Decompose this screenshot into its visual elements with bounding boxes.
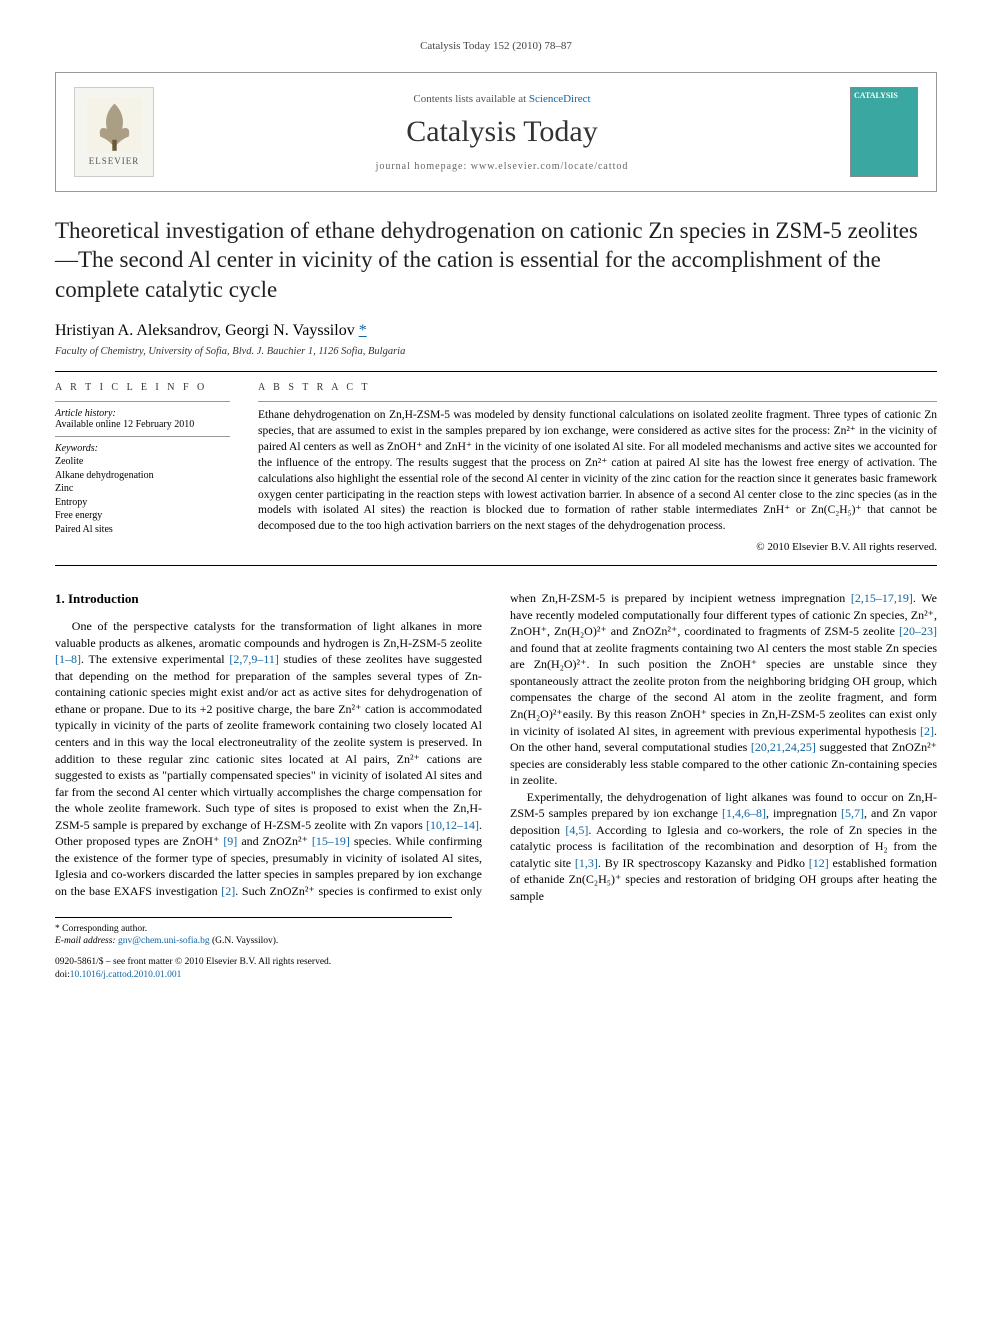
- citation-link[interactable]: [2,15–17,19]: [851, 591, 913, 605]
- corresponding-label: * Corresponding author.: [55, 923, 452, 936]
- article-bottom-meta: 0920-5861/$ – see front matter © 2010 El…: [55, 956, 937, 982]
- elsevier-tree-icon: [87, 98, 142, 153]
- masthead-center: Contents lists available at ScienceDirec…: [172, 93, 832, 172]
- publisher-name: ELSEVIER: [89, 156, 140, 166]
- citation-link[interactable]: [2]: [920, 724, 934, 738]
- citation-link[interactable]: [1–8]: [55, 652, 81, 666]
- homepage-url: www.elsevier.com/locate/cattod: [471, 161, 629, 172]
- body-text: and found that at zeolite fragments cont…: [510, 641, 937, 738]
- publisher-logo: ELSEVIER: [74, 87, 154, 177]
- contents-available-line: Contents lists available at ScienceDirec…: [172, 93, 832, 105]
- homepage-prefix: journal homepage:: [376, 161, 471, 172]
- citation-link[interactable]: [10,12–14]: [426, 818, 479, 832]
- history-label: Article history:: [55, 408, 230, 419]
- rule-bottom: [55, 565, 937, 566]
- keyword: Alkane dehydrogenation: [55, 469, 230, 483]
- abstract-copyright: © 2010 Elsevier B.V. All rights reserved…: [258, 541, 937, 553]
- journal-homepage-line: journal homepage: www.elsevier.com/locat…: [172, 161, 832, 172]
- doi-label: doi:: [55, 970, 70, 980]
- article-title: Theoretical investigation of ethane dehy…: [55, 216, 937, 304]
- cover-label: CATALYSIS: [854, 91, 914, 100]
- article-info-column: A R T I C L E I N F O Article history: A…: [55, 382, 230, 553]
- citation-link[interactable]: [2]: [221, 884, 235, 898]
- issn-copyright-line: 0920-5861/$ – see front matter © 2010 El…: [55, 956, 937, 969]
- sciencedirect-link[interactable]: ScienceDirect: [529, 93, 591, 105]
- section-heading-introduction: 1. Introduction: [55, 590, 482, 608]
- keyword: Paired Al sites: [55, 523, 230, 537]
- body-text: and ZnOZn²⁺: [237, 834, 312, 848]
- corresponding-author-footnote: * Corresponding author. E-mail address: …: [55, 917, 452, 949]
- corresponding-email-link[interactable]: gnv@chem.uni-sofia.bg: [118, 936, 210, 946]
- citation-link[interactable]: [1,4,6–8]: [722, 806, 766, 820]
- body-text: One of the perspective catalysts for the…: [55, 619, 482, 650]
- citation-link[interactable]: [20–23]: [899, 624, 937, 638]
- author-1: Hristiyan A. Aleksandrov,: [55, 322, 225, 339]
- keyword: Free energy: [55, 509, 230, 523]
- abstract-column: A B S T R A C T Ethane dehydrogenation o…: [258, 382, 937, 553]
- author-2: Georgi N. Vayssilov: [225, 322, 355, 339]
- citation-link[interactable]: [12]: [809, 856, 829, 870]
- article-body: 1. Introduction One of the perspective c…: [55, 590, 937, 904]
- journal-masthead: ELSEVIER Contents lists available at Sci…: [55, 72, 937, 192]
- contents-prefix: Contents lists available at: [413, 93, 528, 105]
- doi-link[interactable]: 10.1016/j.cattod.2010.01.001: [70, 970, 182, 980]
- citation-link[interactable]: [1,3]: [575, 856, 598, 870]
- corresponding-author-mark[interactable]: *: [359, 322, 367, 339]
- info-abstract-row: A R T I C L E I N F O Article history: A…: [55, 372, 937, 565]
- keyword: Zinc: [55, 482, 230, 496]
- body-text: . By IR spectroscopy Kazansky and Pidko: [598, 856, 809, 870]
- history-online-date: Available online 12 February 2010: [55, 419, 230, 430]
- author-affiliation: Faculty of Chemistry, University of Sofi…: [55, 346, 937, 357]
- citation-link[interactable]: [9]: [223, 834, 237, 848]
- email-label: E-mail address:: [55, 936, 118, 946]
- abstract-text: Ethane dehydrogenation on Zn,H-ZSM-5 was…: [258, 408, 937, 535]
- article-info-heading: A R T I C L E I N F O: [55, 382, 230, 393]
- body-paragraph: Experimentally, the dehydrogenation of l…: [510, 789, 937, 905]
- keywords-label: Keywords:: [55, 443, 230, 454]
- email-attribution: (G.N. Vayssilov).: [210, 936, 279, 946]
- citation-link[interactable]: [15–19]: [312, 834, 350, 848]
- journal-cover-thumbnail: CATALYSIS: [850, 87, 918, 177]
- citation-link[interactable]: [2,7,9–11]: [229, 652, 279, 666]
- body-text: studies of these zeolites have suggested…: [55, 652, 482, 831]
- journal-name: Catalysis Today: [172, 115, 832, 149]
- author-list: Hristiyan A. Aleksandrov, Georgi N. Vays…: [55, 322, 937, 340]
- citation-link[interactable]: [5,7]: [841, 806, 864, 820]
- citation-link[interactable]: [4,5]: [565, 823, 588, 837]
- abstract-heading: A B S T R A C T: [258, 382, 937, 393]
- keyword: Entropy: [55, 496, 230, 510]
- citation-link[interactable]: [20,21,24,25]: [751, 740, 816, 754]
- body-text: , impregnation: [766, 806, 841, 820]
- running-header: Catalysis Today 152 (2010) 78–87: [55, 40, 937, 52]
- keyword: Zeolite: [55, 455, 230, 469]
- body-text: . The extensive experimental: [81, 652, 229, 666]
